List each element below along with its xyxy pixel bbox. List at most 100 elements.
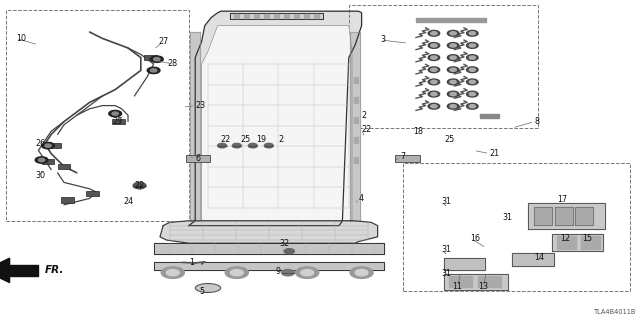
Circle shape [154,58,160,61]
Polygon shape [294,14,300,18]
Circle shape [469,92,476,96]
Text: 19: 19 [256,135,266,144]
Circle shape [469,80,476,84]
Circle shape [431,80,437,84]
Polygon shape [284,14,289,18]
Circle shape [225,267,248,278]
Polygon shape [350,32,360,221]
Polygon shape [0,258,10,283]
Bar [403,163,630,291]
Circle shape [467,79,478,85]
Circle shape [469,44,476,47]
Polygon shape [234,14,239,18]
Bar [48,143,61,148]
Text: 30: 30 [35,172,45,180]
Text: 2: 2 [362,111,367,120]
Text: 8: 8 [534,117,540,126]
Text: 2: 2 [278,135,284,144]
Polygon shape [230,13,323,19]
Bar [186,155,210,162]
Circle shape [431,44,437,47]
Circle shape [428,91,440,97]
Text: 32: 32 [280,239,290,248]
Text: 28: 28 [168,60,178,68]
Text: 18: 18 [413,127,423,136]
Circle shape [431,105,437,108]
Text: 10: 10 [16,34,26,43]
Text: 13: 13 [478,282,488,291]
Polygon shape [354,97,358,103]
Polygon shape [444,258,485,270]
Text: 31: 31 [442,197,452,206]
Text: 31: 31 [442,269,452,278]
Text: 23: 23 [195,101,205,110]
Text: 11: 11 [452,282,463,291]
Text: 31: 31 [442,245,452,254]
Text: 22: 22 [134,181,145,190]
Circle shape [133,182,146,189]
Circle shape [35,157,48,163]
Circle shape [450,32,456,35]
Circle shape [447,79,459,85]
Text: 4: 4 [358,194,364,203]
Circle shape [112,112,118,115]
Circle shape [447,43,459,48]
Polygon shape [528,203,605,229]
Text: 25: 25 [240,135,250,144]
Text: 24: 24 [123,197,133,206]
Circle shape [447,103,459,109]
Text: 25: 25 [445,135,455,144]
Text: 27: 27 [158,37,168,46]
Circle shape [467,43,478,48]
Polygon shape [10,265,38,276]
Circle shape [218,143,227,148]
Polygon shape [354,117,358,123]
Text: 31: 31 [502,213,513,222]
Bar [58,164,70,169]
Bar [349,5,538,128]
Text: FR.: FR. [45,265,64,276]
Polygon shape [202,26,352,221]
Bar [112,119,125,124]
Polygon shape [160,221,378,243]
Circle shape [42,142,54,149]
Circle shape [431,32,437,35]
Bar [6,10,189,221]
Polygon shape [449,276,472,287]
Circle shape [428,55,440,60]
Circle shape [264,143,273,148]
Polygon shape [264,14,269,18]
Circle shape [147,67,160,74]
Bar [395,155,420,162]
Polygon shape [534,207,552,225]
Circle shape [469,56,476,59]
Polygon shape [555,207,573,225]
Text: 12: 12 [560,234,570,243]
Circle shape [428,67,440,73]
Circle shape [428,103,440,109]
Ellipse shape [195,284,221,292]
Polygon shape [190,32,200,221]
Circle shape [467,55,478,60]
Circle shape [431,56,437,59]
Circle shape [450,105,456,108]
Circle shape [38,158,45,162]
Polygon shape [416,18,486,22]
Bar [86,191,99,196]
Polygon shape [304,14,309,18]
Polygon shape [354,157,358,163]
Circle shape [150,56,163,62]
Circle shape [469,68,476,71]
Circle shape [467,91,478,97]
Text: 3: 3 [381,36,386,44]
Circle shape [450,44,456,47]
Text: 14: 14 [534,253,545,262]
Text: 1: 1 [189,258,194,267]
Circle shape [428,43,440,48]
Polygon shape [154,262,384,270]
Circle shape [467,103,478,109]
Circle shape [431,68,437,71]
Circle shape [450,56,456,59]
Text: 16: 16 [470,234,481,243]
Circle shape [296,267,319,278]
